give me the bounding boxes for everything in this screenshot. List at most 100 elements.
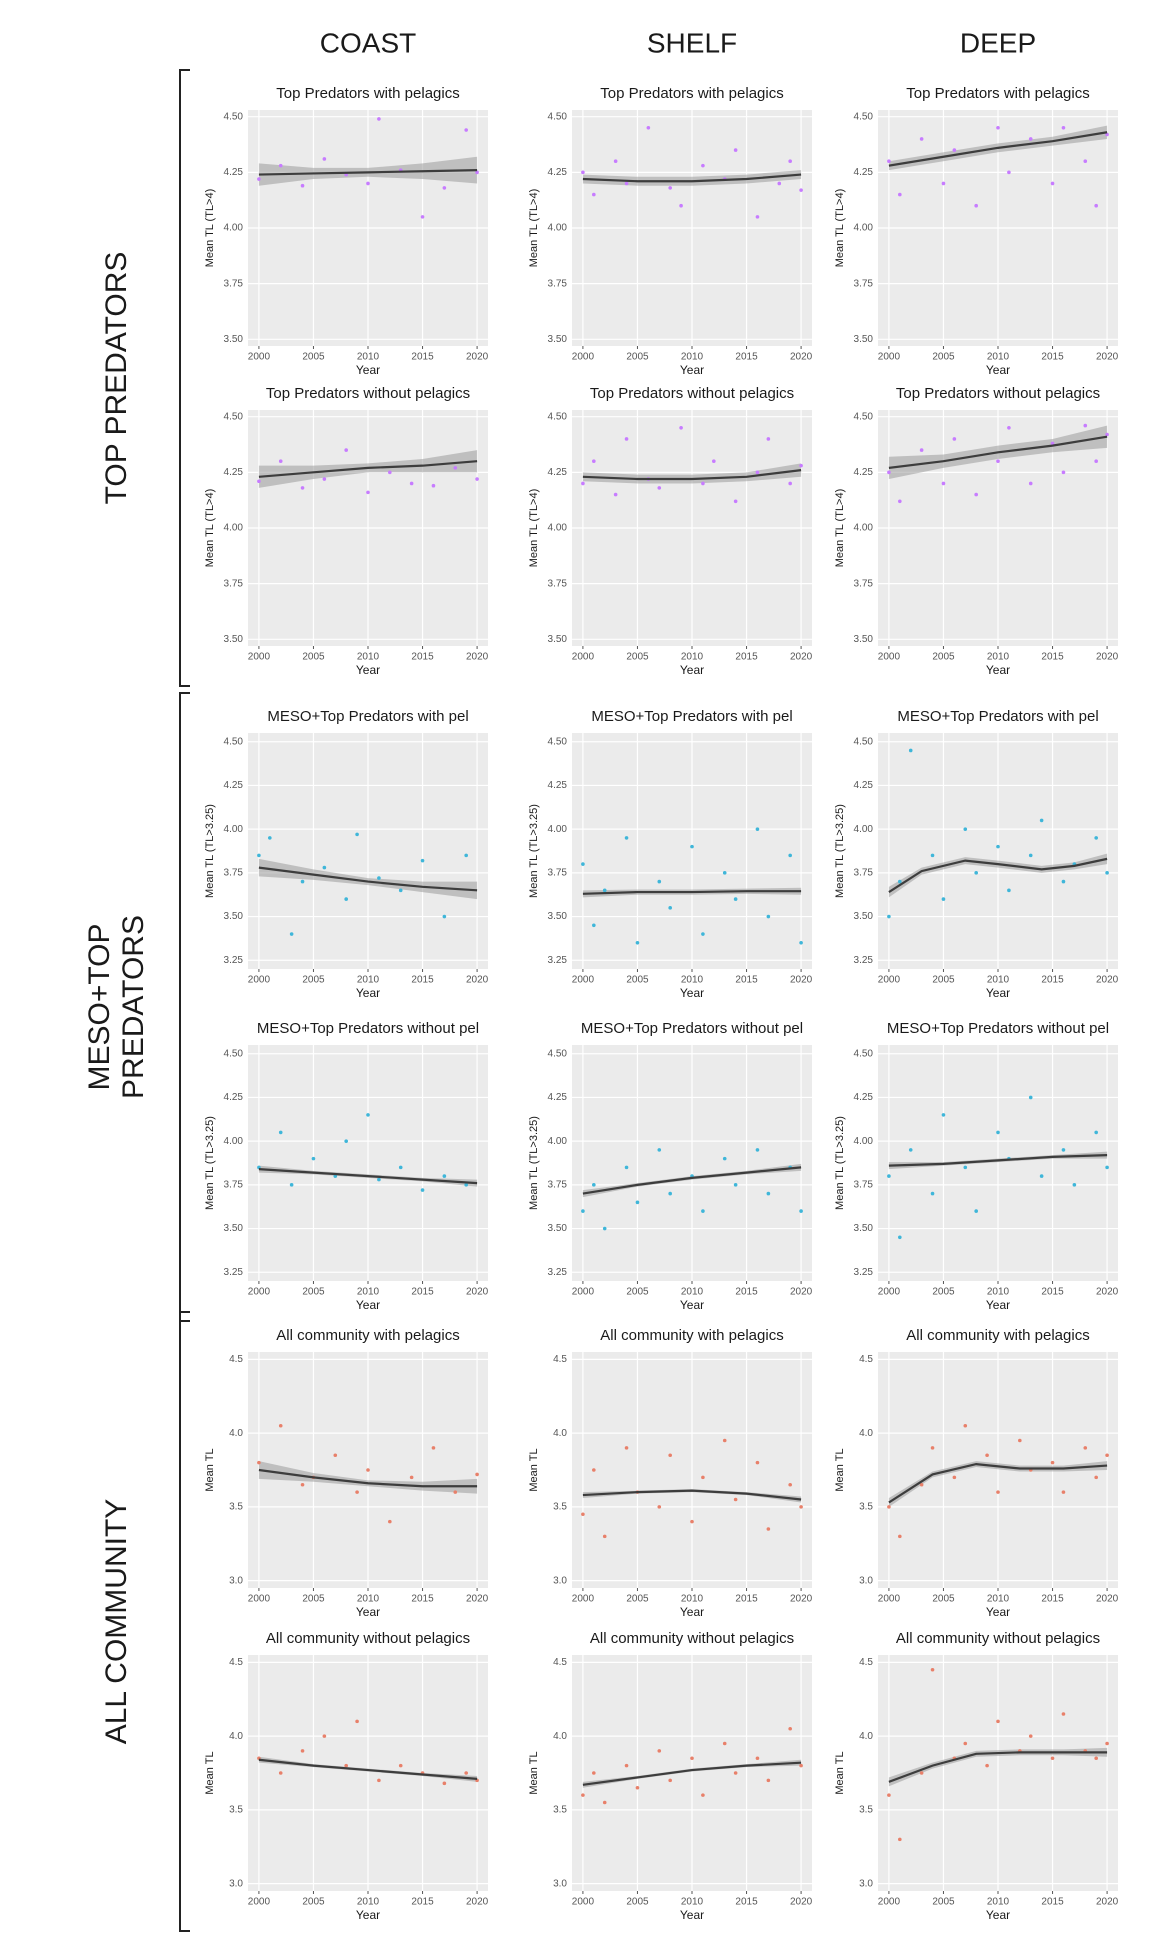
data-point <box>996 459 1000 464</box>
data-point <box>377 117 381 121</box>
y-tick-label: 4.25 <box>548 780 568 791</box>
y-tick-label: 4.00 <box>854 1136 874 1147</box>
y-tick-label: 3.50 <box>224 634 244 645</box>
data-point <box>1050 441 1055 446</box>
data-point <box>788 481 792 486</box>
x-tick-label: 2000 <box>878 1287 901 1298</box>
data-point <box>887 1505 891 1509</box>
confidence-band <box>258 450 478 488</box>
data-point <box>453 1490 458 1494</box>
data-point <box>624 437 629 441</box>
panel-title: MESO+Top Predators without pel <box>257 1020 479 1037</box>
trend-line <box>888 131 1108 167</box>
y-tick-label: 4.00 <box>224 223 244 234</box>
data-point <box>388 470 392 475</box>
x-tick-label: 2020 <box>1096 1287 1119 1298</box>
x-tick-label: 2020 <box>466 1594 489 1605</box>
y-tick-label: 3.5 <box>229 1805 243 1816</box>
data-point <box>300 1482 305 1487</box>
trend-line <box>582 1761 802 1786</box>
y-tick-label: 4.00 <box>854 223 874 234</box>
column-header: SHELF <box>647 27 737 58</box>
y-tick-label: 4.00 <box>548 824 568 835</box>
x-tick-label: 2000 <box>878 652 901 663</box>
data-point <box>409 1475 414 1480</box>
y-tick-label: 4.5 <box>859 1657 873 1668</box>
data-point <box>1039 1174 1044 1178</box>
data-point <box>974 1209 978 1213</box>
x-axis-label: Year <box>986 1908 1010 1922</box>
trend-line <box>258 1758 478 1780</box>
x-axis-label: Year <box>356 663 380 677</box>
confidence-band <box>888 853 1108 898</box>
data-point <box>592 1468 596 1472</box>
data-point <box>635 1200 640 1205</box>
data-point <box>799 940 803 945</box>
data-point <box>464 1183 468 1187</box>
data-point <box>941 181 946 186</box>
data-point <box>398 888 403 893</box>
data-point <box>581 1512 585 1517</box>
data-point <box>996 1490 1000 1494</box>
x-tick-label: 2000 <box>248 1287 271 1298</box>
data-point <box>722 1438 727 1443</box>
trend-line <box>888 1154 1108 1167</box>
y-tick-label: 4.00 <box>224 824 244 835</box>
y-tick-label: 3.50 <box>548 911 568 922</box>
y-tick-label: 4.00 <box>548 223 568 234</box>
panel-title: Top Predators with pelagics <box>276 85 459 102</box>
data-point <box>624 836 629 840</box>
data-point <box>388 1519 392 1524</box>
y-tick-label: 4.5 <box>859 1354 873 1365</box>
panel-title: MESO+Top Predators without pel <box>887 1020 1109 1037</box>
data-point <box>712 459 716 464</box>
y-tick-label: 3.75 <box>548 278 568 289</box>
data-point <box>766 1778 771 1783</box>
x-tick-label: 2020 <box>466 1897 489 1908</box>
y-tick-label: 4.50 <box>854 1048 874 1059</box>
data-point <box>733 1771 738 1775</box>
x-tick-label: 2020 <box>466 1287 489 1298</box>
x-tick-label: 2000 <box>572 1897 595 1908</box>
y-axis-label: Mean TL (TL>3.25) <box>528 804 540 898</box>
panel-title: MESO+Top Predators without pel <box>581 1020 803 1037</box>
x-tick-label: 2020 <box>790 652 813 663</box>
data-point <box>887 1174 891 1178</box>
data-point <box>996 844 1000 849</box>
group-label: TOP PREDATORS <box>100 252 133 505</box>
data-point <box>1072 1183 1077 1187</box>
x-axis-label: Year <box>356 986 380 1000</box>
data-point <box>300 183 305 188</box>
panel-title: Top Predators without pelagics <box>590 385 794 402</box>
y-tick-label: 4.5 <box>553 1354 567 1365</box>
data-point <box>333 1174 338 1178</box>
y-tick-label: 4.50 <box>548 1048 568 1059</box>
panel-title: MESO+Top Predators with pel <box>591 708 792 725</box>
data-point <box>1028 137 1033 141</box>
y-axis-label: Mean TL <box>528 1448 540 1491</box>
data-point <box>646 126 651 130</box>
data-point <box>333 1453 338 1458</box>
y-axis-label: Mean TL (TL>3.25) <box>204 1116 216 1210</box>
confidence-band <box>258 858 478 900</box>
data-point <box>1039 818 1044 823</box>
data-point <box>1028 853 1033 858</box>
data-point <box>300 486 305 490</box>
data-point <box>755 215 760 219</box>
x-tick-label: 2010 <box>987 652 1010 663</box>
data-point <box>442 1174 447 1178</box>
data-point <box>344 1763 348 1768</box>
data-point <box>701 1793 705 1797</box>
y-tick-label: 3.25 <box>548 1267 568 1278</box>
data-point <box>344 897 348 901</box>
y-tick-label: 4.5 <box>229 1657 243 1668</box>
trend-line <box>888 857 1108 894</box>
data-point <box>657 1148 662 1152</box>
data-point <box>690 844 694 849</box>
data-point <box>420 858 425 863</box>
x-tick-label: 2015 <box>411 652 434 663</box>
data-point <box>941 481 946 486</box>
x-tick-label: 2020 <box>1096 975 1119 986</box>
data-point <box>963 1741 968 1746</box>
x-tick-label: 2020 <box>1096 1897 1119 1908</box>
